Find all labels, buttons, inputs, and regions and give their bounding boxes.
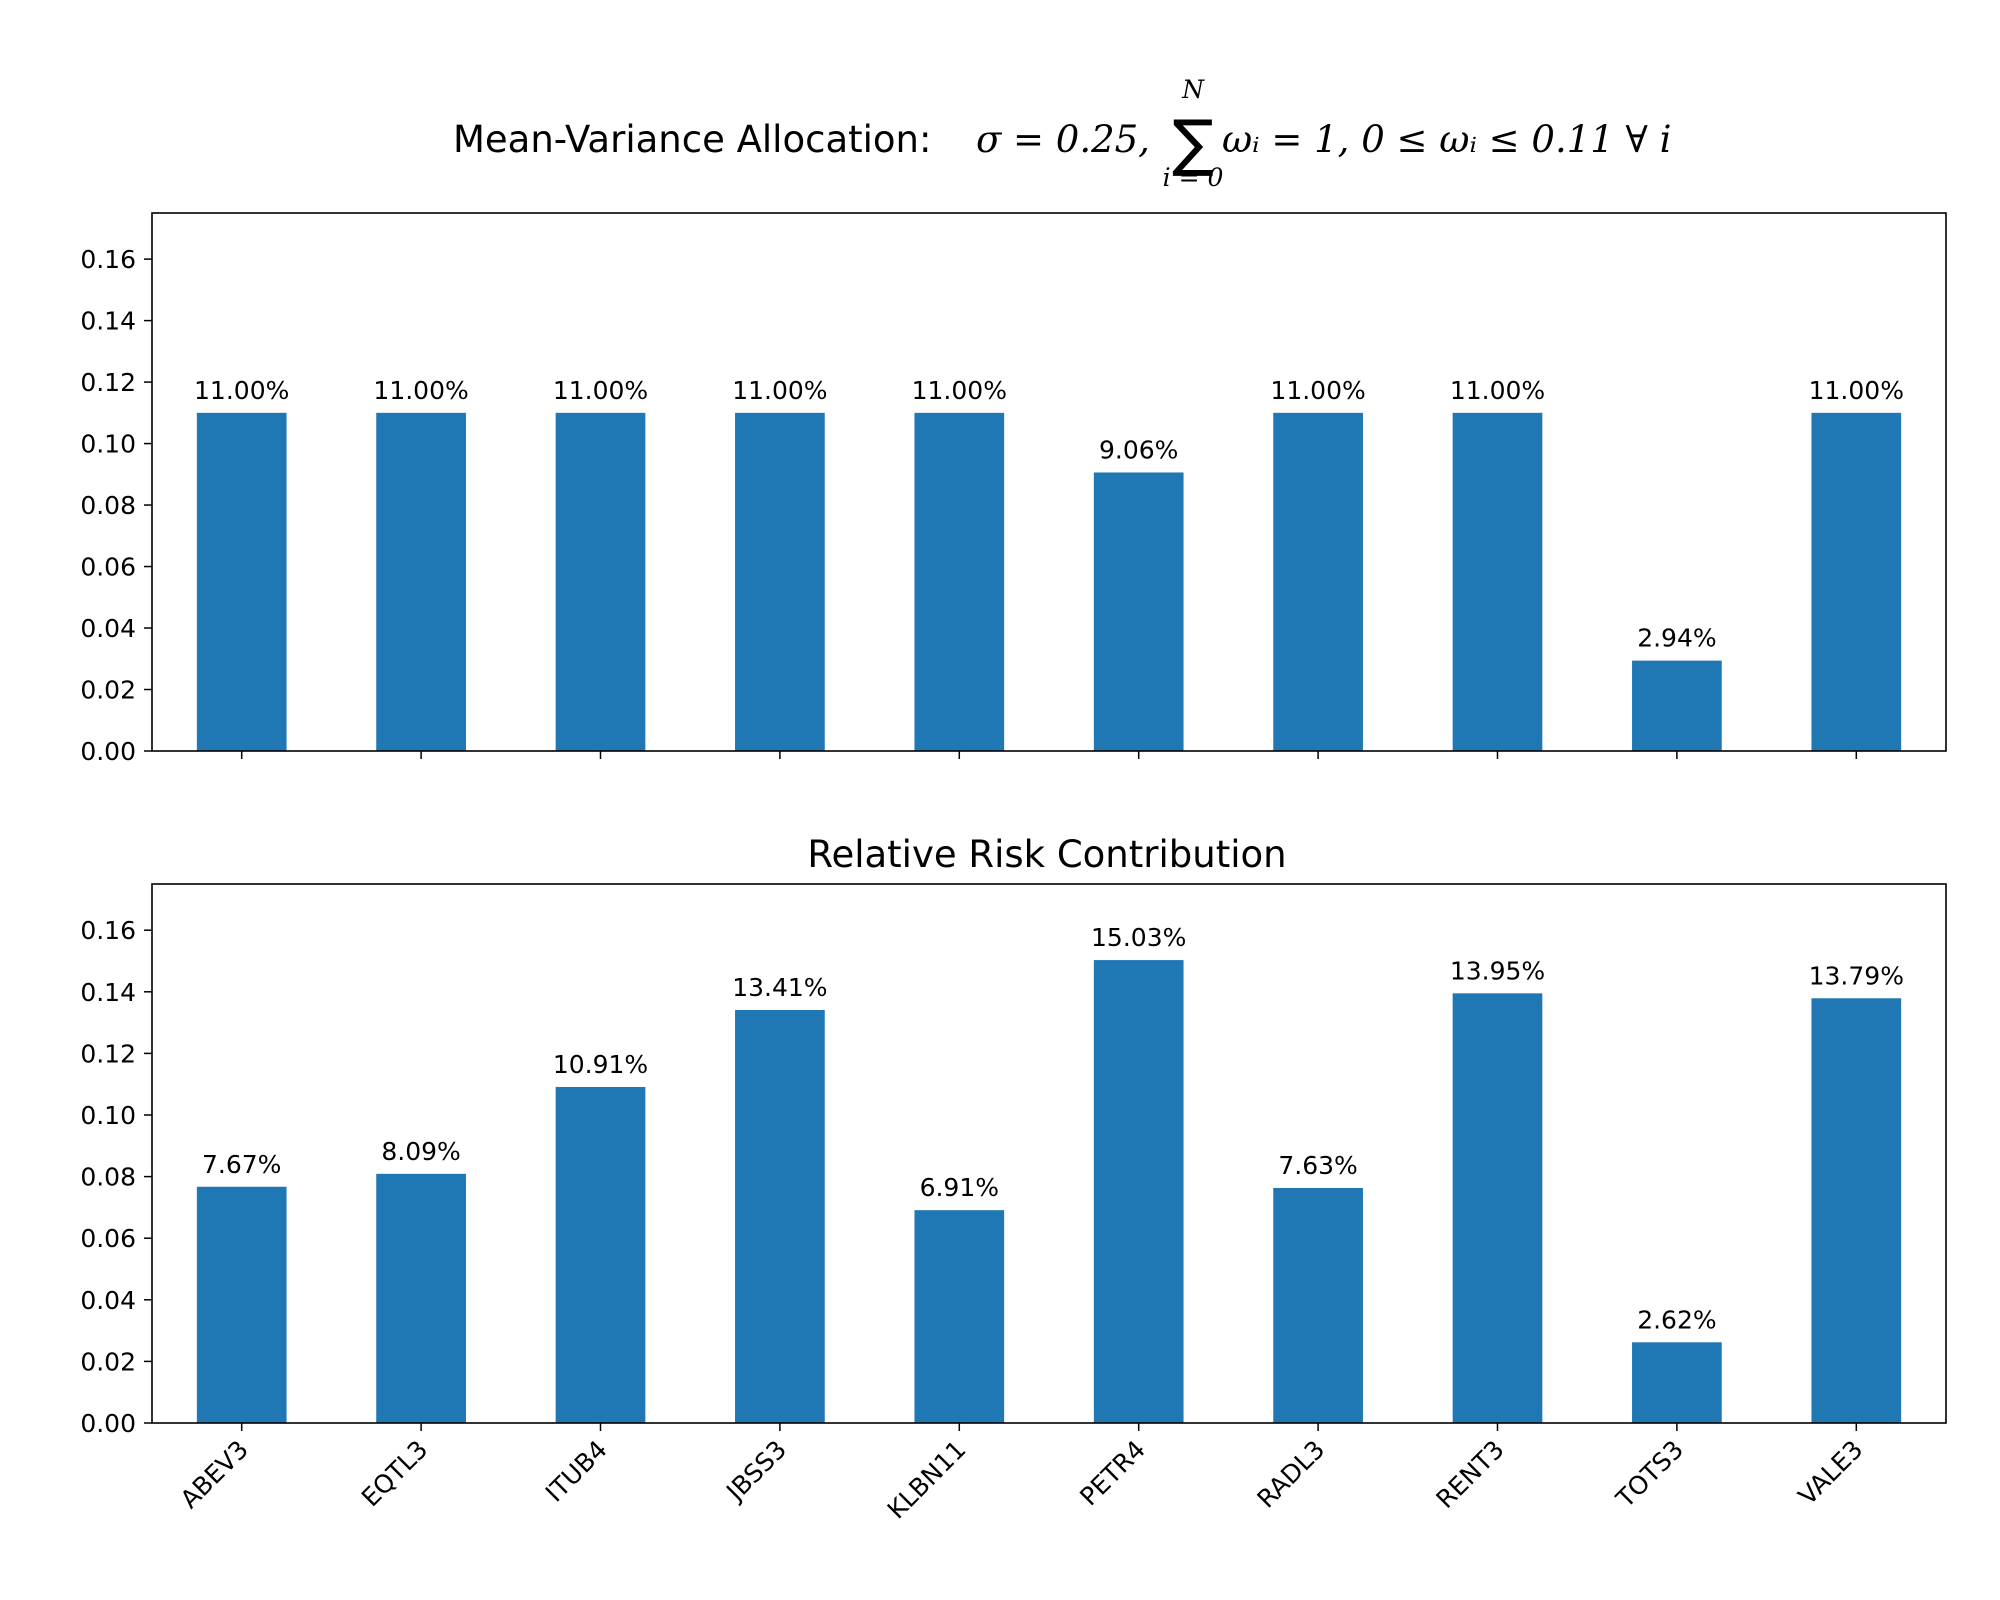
y-tick-label: 0.14 bbox=[80, 978, 136, 1007]
bar-label: 15.03% bbox=[1091, 923, 1186, 952]
bar-klbn11 bbox=[914, 412, 1005, 751]
chart-1-title-sigma: σ = 0.25, bbox=[976, 118, 1150, 161]
bar-rent3 bbox=[1452, 412, 1543, 751]
x-tick-label: TOTS3 bbox=[1610, 1435, 1689, 1514]
y-tick-label: 0.12 bbox=[80, 368, 136, 397]
x-tick-label: PETR4 bbox=[1074, 1435, 1151, 1512]
chart-1-title-sum-upper: N bbox=[1181, 75, 1205, 104]
y-tick-label: 0.06 bbox=[80, 1224, 136, 1253]
chart-1-title-sum-symbol: ∑ bbox=[1172, 106, 1214, 179]
bar-itub4 bbox=[555, 1086, 646, 1423]
bar-label: 13.41% bbox=[732, 973, 827, 1002]
y-tick-label: 0.04 bbox=[80, 1286, 136, 1315]
y-tick-label: 0.16 bbox=[80, 245, 136, 274]
x-tick-label: RADL3 bbox=[1251, 1435, 1330, 1514]
bar-jbss3 bbox=[735, 412, 825, 751]
y-tick-label: 0.02 bbox=[80, 1347, 136, 1376]
x-tick-label: EQTL3 bbox=[356, 1435, 433, 1512]
x-tick-label: ABEV3 bbox=[175, 1435, 254, 1514]
bar-label: 11.00% bbox=[1809, 376, 1904, 405]
y-tick-label: 0.08 bbox=[80, 491, 136, 520]
chart-1-title-prefix: Mean-Variance Allocation: bbox=[453, 118, 931, 161]
bar-tots3 bbox=[1632, 1342, 1722, 1423]
x-tick-label: VALE3 bbox=[1793, 1435, 1869, 1511]
bar-label: 11.00% bbox=[912, 376, 1007, 405]
bar-vale3 bbox=[1811, 998, 1902, 1423]
x-tick-label: KLBN11 bbox=[882, 1435, 972, 1525]
y-tick-label: 0.10 bbox=[80, 1101, 136, 1130]
bar-label: 11.00% bbox=[373, 376, 468, 405]
bar-petr4 bbox=[1093, 472, 1184, 751]
bar-label: 11.00% bbox=[1270, 376, 1365, 405]
chart-1-title-constraint: ωᵢ = 1, 0 ≤ ωᵢ ≤ 0.11 ∀ i bbox=[1222, 118, 1671, 161]
x-tick-label: RENT3 bbox=[1431, 1435, 1510, 1514]
bar-label: 10.91% bbox=[553, 1050, 648, 1079]
bar-label: 13.95% bbox=[1450, 956, 1545, 985]
x-tick-label: ITUB4 bbox=[540, 1435, 613, 1508]
bar-tots3 bbox=[1632, 660, 1722, 751]
bar-radl3 bbox=[1273, 1187, 1363, 1423]
axes-frame bbox=[151, 883, 1947, 1424]
bar-label: 6.91% bbox=[920, 1173, 999, 1202]
bar-klbn11 bbox=[914, 1210, 1005, 1423]
bar-label: 11.00% bbox=[732, 376, 827, 405]
risk-contribution-bar-chart: 0.00 0.02 0.04 0.06 0.08 0.10 0.12 0.14 0.16 7.67… bbox=[80, 883, 1947, 1525]
bar-label: 7.63% bbox=[1278, 1151, 1357, 1180]
bar-label: 8.09% bbox=[381, 1137, 460, 1166]
chart-1-title-sum-lower: i = 0 bbox=[1163, 163, 1224, 192]
allocation-bar-chart: 0.00 0.02 0.04 0.06 0.08 0.10 0.12 0.14 0.16 11.0… bbox=[80, 212, 1947, 766]
y-tick-label: 0.14 bbox=[80, 307, 136, 336]
bar-eqtl3 bbox=[376, 412, 466, 751]
y-tick-label: 0.12 bbox=[80, 1039, 136, 1068]
bar-label: 13.79% bbox=[1809, 961, 1904, 990]
bar-label: 7.67% bbox=[202, 1150, 281, 1179]
bar-vale3 bbox=[1811, 412, 1902, 751]
axes-frame bbox=[151, 212, 1947, 752]
chart-1-title: Mean-Variance Allocation: σ = 0.25, N ∑ … bbox=[453, 75, 1671, 192]
y-tick-label: 0.10 bbox=[80, 430, 136, 459]
bar-jbss3 bbox=[735, 1009, 825, 1423]
bar-eqtl3 bbox=[376, 1173, 466, 1423]
chart-2-title: Relative Risk Contribution bbox=[807, 833, 1286, 876]
bar-label: 11.00% bbox=[194, 376, 289, 405]
bar-label: 2.62% bbox=[1637, 1305, 1716, 1334]
bar-radl3 bbox=[1273, 412, 1363, 751]
bar-label: 11.00% bbox=[553, 376, 648, 405]
bar-itub4 bbox=[555, 412, 646, 751]
x-tick-label: JBSS3 bbox=[719, 1435, 792, 1508]
y-tick-label: 0.00 bbox=[80, 1409, 136, 1438]
y-tick-label: 0.04 bbox=[80, 614, 136, 643]
bar-abev3 bbox=[196, 412, 287, 751]
bar-rent3 bbox=[1452, 993, 1543, 1423]
bar-label: 9.06% bbox=[1099, 435, 1178, 464]
bar-label: 11.00% bbox=[1450, 376, 1545, 405]
y-tick-label: 0.06 bbox=[80, 553, 136, 582]
y-tick-label: 0.08 bbox=[80, 1163, 136, 1192]
y-tick-label: 0.02 bbox=[80, 676, 136, 705]
bar-abev3 bbox=[196, 1186, 287, 1423]
y-tick-label: 0.00 bbox=[80, 737, 136, 766]
bar-label: 2.94% bbox=[1637, 624, 1716, 653]
bar-petr4 bbox=[1093, 960, 1184, 1423]
y-tick-label: 0.16 bbox=[80, 916, 136, 945]
